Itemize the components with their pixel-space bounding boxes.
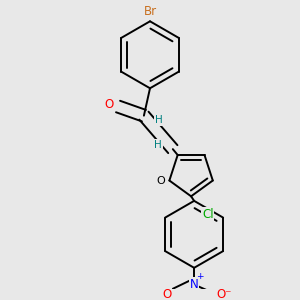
Text: Cl: Cl bbox=[202, 208, 214, 221]
Text: Br: Br bbox=[143, 5, 157, 18]
Text: H: H bbox=[154, 115, 162, 125]
Text: O⁻: O⁻ bbox=[216, 288, 232, 300]
Text: +: + bbox=[196, 272, 203, 281]
Text: N: N bbox=[190, 278, 199, 291]
Text: O: O bbox=[162, 288, 171, 300]
Text: O: O bbox=[157, 176, 165, 185]
Text: O: O bbox=[104, 98, 113, 112]
Text: H: H bbox=[154, 140, 162, 150]
